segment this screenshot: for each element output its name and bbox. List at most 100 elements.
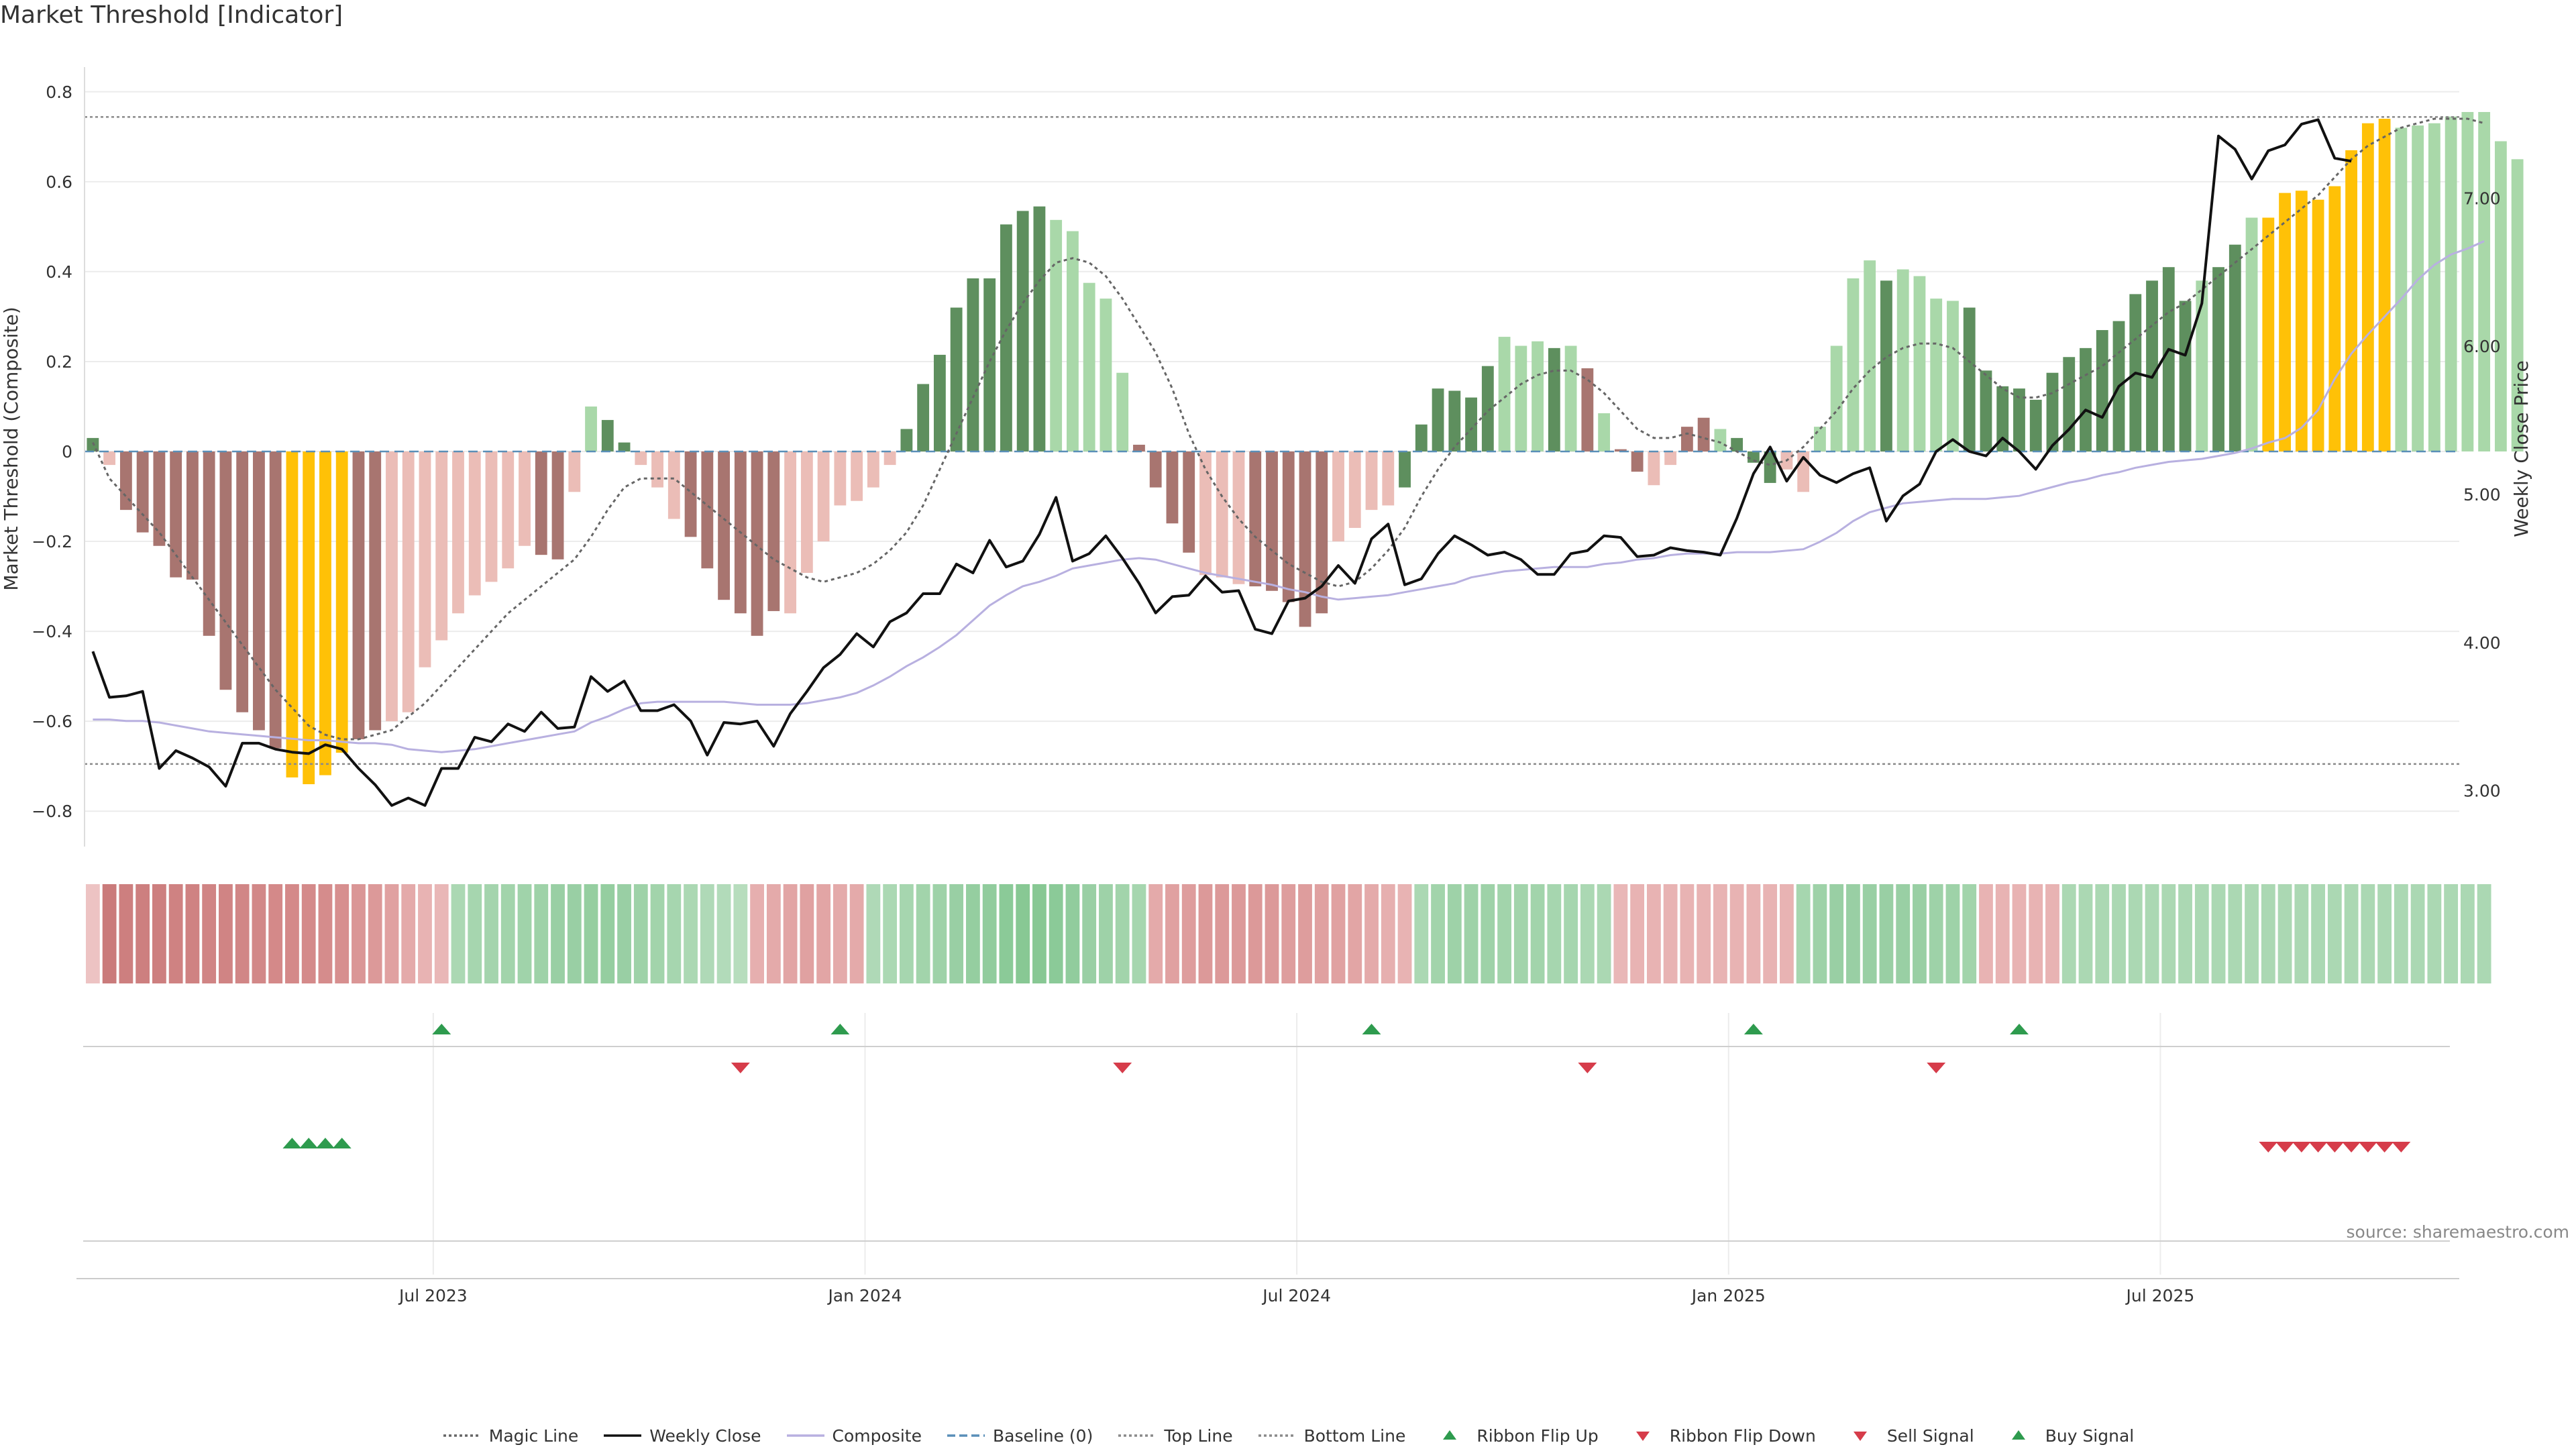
y2-tick-label: 5.00: [2463, 485, 2501, 504]
ribbon-cell: [418, 884, 432, 983]
ribbon-cell: [1597, 884, 1611, 983]
composite-bar: [1432, 388, 1444, 451]
composite-bar: [1598, 413, 1611, 451]
ribbon-cell: [2029, 884, 2043, 983]
bar-layer: [87, 111, 2524, 784]
ribbon-cell: [1829, 884, 1844, 983]
composite-bar: [2461, 111, 2474, 451]
composite-bar: [1050, 219, 1063, 451]
ribbon-cell: [1049, 884, 1063, 983]
composite-bar: [386, 451, 398, 722]
ribbon-cell: [2211, 884, 2226, 983]
ribbon-cell: [1680, 884, 1695, 983]
y2-tick-label: 7.00: [2463, 189, 2501, 208]
composite-bar: [1266, 451, 1278, 591]
ribbon-cell: [484, 884, 498, 983]
ribbon-cell: [1564, 884, 1578, 983]
composite-bar: [352, 451, 365, 739]
ribbon-cell: [932, 884, 947, 983]
composite-bar: [784, 451, 797, 614]
ribbon-cell: [1646, 884, 1661, 983]
dashed-line: [947, 1434, 985, 1437]
dotted-line: [443, 1434, 481, 1437]
ribbon-cell: [1348, 884, 1362, 983]
ribbon-cell: [816, 884, 831, 983]
ribbon-cell: [1697, 884, 1711, 983]
ribbon-cell: [1746, 884, 1761, 983]
composite-bar: [2080, 347, 2092, 451]
ribbon-cell: [783, 884, 798, 983]
composite-bar: [1880, 280, 1892, 451]
signal-layer: [282, 1024, 2411, 1152]
y2-tick-label: 6.00: [2463, 337, 2501, 356]
composite-bar: [1930, 299, 1943, 451]
composite-bar: [119, 451, 132, 511]
legend-label: Ribbon Flip Down: [1669, 1426, 1816, 1446]
composite-bar: [1465, 397, 1477, 451]
ribbon-flip-up-marker: [2009, 1024, 2029, 1034]
ribbon-cell: [800, 884, 814, 983]
ribbon-cell: [1630, 884, 1645, 983]
composite-bar: [767, 451, 780, 611]
x-tick-label: Jan 2025: [1690, 1286, 1766, 1305]
ribbon-cell: [1481, 884, 1495, 983]
ribbon-cell: [1663, 884, 1678, 983]
legend-item: Ribbon Flip Down: [1623, 1426, 1816, 1446]
ribbon-cell: [185, 884, 200, 983]
composite-bar: [236, 451, 249, 712]
solid-line: [786, 1434, 824, 1437]
composite-bar: [1664, 451, 1677, 466]
ribbon-cell: [1148, 884, 1163, 983]
ribbon-cell: [335, 884, 350, 983]
composite-bar: [286, 451, 299, 777]
ribbon-cell: [2311, 884, 2325, 983]
composite-bar: [2412, 125, 2424, 451]
composite-bar: [651, 451, 663, 488]
composite-bar: [1133, 444, 1145, 451]
ribbon-cell: [2012, 884, 2027, 983]
composite-bar: [1896, 269, 1909, 451]
composite-bar: [502, 451, 515, 569]
ribbon-cell: [2477, 884, 2491, 983]
composite-bar: [1348, 451, 1361, 528]
composite-bar: [2046, 372, 2059, 451]
legend-item: Bottom Line: [1257, 1426, 1405, 1446]
ribbon-cell: [949, 884, 964, 983]
composite-bar: [136, 451, 149, 533]
composite-bar: [485, 451, 498, 582]
ribbon-cell: [700, 884, 714, 983]
composite-bar: [983, 278, 996, 451]
composite-bar: [1481, 366, 1494, 451]
ribbon-cell: [1780, 884, 1794, 983]
y-tick-label: 0: [62, 442, 72, 462]
y-tick-label: 0.6: [46, 172, 72, 192]
composite-bar: [1747, 451, 1760, 463]
ribbon-cell: [2410, 884, 2425, 983]
ribbon-cell: [2361, 884, 2375, 983]
ribbon-cell: [352, 884, 366, 983]
ribbon-cell: [2178, 884, 2192, 983]
y-tick-label: −0.4: [32, 622, 72, 641]
ribbon-cell: [567, 884, 582, 983]
ribbon-cell: [1381, 884, 1395, 983]
ribbon-cell: [667, 884, 682, 983]
composite-bar: [1680, 427, 1693, 451]
composite-bar: [519, 451, 531, 546]
composite-bar: [701, 451, 714, 569]
ribbon-cell: [1530, 884, 1545, 983]
ribbon-cell: [301, 884, 316, 983]
ribbon-cell: [168, 884, 183, 983]
y2-tick-label: 4.00: [2463, 633, 2501, 653]
composite-bar: [551, 451, 564, 559]
ribbon-cell: [1962, 884, 1977, 983]
sell-signal-marker: [2308, 1142, 2328, 1152]
composite-bar: [303, 451, 315, 784]
buy-signal-marker: [282, 1138, 302, 1148]
y-axis-label: Market Threshold (Composite): [0, 307, 22, 590]
composite-bar: [1980, 370, 1992, 451]
composite-bar: [967, 278, 979, 451]
composite-bar: [883, 451, 896, 466]
composite-bar: [1564, 345, 1577, 451]
ribbon-cell: [1464, 884, 1479, 983]
ribbon-cell: [766, 884, 781, 983]
